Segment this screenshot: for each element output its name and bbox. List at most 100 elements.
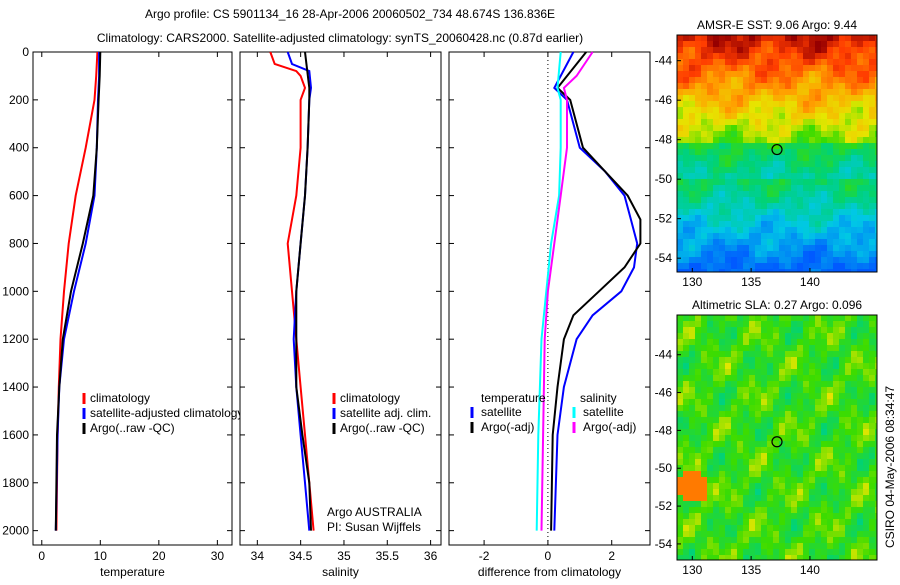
heatmap-cell [857,441,863,447]
heatmap-cell [797,215,803,221]
heatmap-cell [677,525,683,531]
heatmap-cell [731,315,737,321]
heatmap-cell [869,131,875,137]
heatmap-cell [809,477,815,483]
heatmap-cell [707,89,713,95]
heatmap-cell [719,209,725,215]
heatmap-cell [719,257,725,263]
heatmap-cell [761,495,767,501]
heatmap-cell [845,339,851,345]
map-title: AMSR-E SST: 9.06 Argo: 9.44 [697,18,857,32]
heatmap-cell [773,339,779,345]
heatmap-cell [743,257,749,263]
heatmap-cell [809,95,815,101]
heatmap-cell [767,233,773,239]
heatmap-cell [785,131,791,137]
heatmap-cell [869,113,875,119]
heatmap-cell [779,179,785,185]
heatmap-cell [743,447,749,453]
heatmap-cell [725,423,731,429]
heatmap-cell [863,543,869,549]
heatmap-cell [821,489,827,495]
heatmap-cell [839,185,845,191]
heatmap-cell [815,101,821,107]
heatmap-cell [875,501,877,507]
heatmap-cell [731,423,737,429]
heatmap-cell [731,393,737,399]
heatmap-cell [863,209,869,215]
heatmap-cell [731,77,737,83]
heatmap-cell [875,507,877,513]
heatmap-cell [779,89,785,95]
heatmap-cell [815,507,821,513]
heatmap-cell [743,387,749,393]
map-frame [676,314,878,561]
heatmap-cell [743,77,749,83]
heatmap-cell [737,53,743,59]
heatmap-cell [719,459,725,465]
heatmap-cell [683,393,689,399]
heatmap-cell [845,89,851,95]
heatmap-cell [809,59,815,65]
heatmap-cell [857,197,863,203]
heatmap-cell [755,375,761,381]
heatmap-cell [707,327,713,333]
heatmap-cell [725,495,731,501]
heatmap-cell [761,489,767,495]
heatmap-cell [689,381,695,387]
heatmap-cell [737,251,743,257]
heatmap-cell [683,399,689,405]
heatmap-cell [677,339,683,345]
heatmap-cell [737,113,743,119]
heatmap-cell [815,149,821,155]
heatmap-cell [797,441,803,447]
x-tick-label: 0 [38,549,45,563]
heatmap-cell [863,65,869,71]
heatmap-cell [875,197,877,203]
heatmap-cell [851,65,857,71]
heatmap-cell [725,209,731,215]
heatmap-cell [791,381,797,387]
heatmap-cell [857,381,863,387]
heatmap-cell [731,447,737,453]
heatmap-cell [797,167,803,173]
heatmap-cell [815,363,821,369]
heatmap-cell [821,435,827,441]
heatmap-cell [701,179,707,185]
heatmap-cell [755,489,761,495]
heatmap-cell [869,393,875,399]
heatmap-cell [707,227,713,233]
heatmap-cell [737,537,743,543]
heatmap-cell [773,161,779,167]
heatmap-cell [809,411,815,417]
heatmap-cell [851,459,857,465]
heatmap-cell [677,41,683,47]
heatmap-cell [761,411,767,417]
heatmap-cell [773,125,779,131]
heatmap-cell [743,251,749,257]
heatmap-cell [803,125,809,131]
heatmap-cell [803,95,809,101]
heatmap-cell [815,543,821,549]
heatmap-cell [737,227,743,233]
heatmap-cell [785,65,791,71]
heatmap-cell [857,101,863,107]
heatmap-cell [875,221,877,227]
heatmap-cell [827,417,833,423]
heatmap-cell [755,155,761,161]
heatmap-cell [683,537,689,543]
heatmap-cell [779,245,785,251]
heatmap-cell [839,531,845,537]
heatmap-cell [761,387,767,393]
heatmap-cell [845,327,851,333]
heatmap-cell [749,345,755,351]
heatmap-cell [845,209,851,215]
heatmap-cell [797,549,803,555]
heatmap-cell [701,483,707,489]
title-line-2: Climatology: CARS2000. Satellite-adjuste… [97,31,583,45]
heatmap-cell [725,489,731,495]
heatmap-cell [779,53,785,59]
heatmap-cell [707,101,713,107]
heatmap-cell [767,327,773,333]
heatmap-cell [785,549,791,555]
